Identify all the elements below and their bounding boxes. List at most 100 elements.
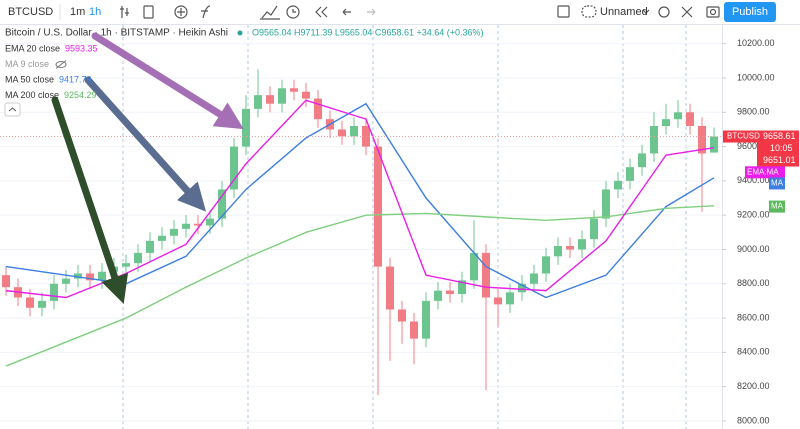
status-dot — [237, 30, 243, 36]
candle-body — [590, 218, 598, 240]
y-tick-label: 9400.00 — [737, 175, 770, 185]
candle-body — [638, 153, 646, 168]
candle-body — [182, 223, 190, 229]
snapshot-lens — [709, 8, 717, 16]
y-tick-label: 8000.00 — [737, 415, 770, 425]
last-price-symbol: BTCUSD — [727, 132, 760, 141]
layout-name[interactable]: Unnamed — [600, 6, 648, 18]
candle-body — [710, 136, 718, 153]
candle-body — [470, 252, 478, 281]
candle-body — [134, 252, 142, 264]
second-price-badge — [757, 154, 799, 167]
arrow — [51, 96, 129, 304]
add-plus — [177, 8, 185, 16]
interval-active[interactable]: 1h — [89, 6, 101, 18]
interval[interactable]: 1m — [70, 6, 85, 18]
countdown-badge — [757, 142, 799, 155]
candle-body — [254, 95, 262, 109]
candle-body — [338, 129, 346, 137]
y-tick-label: 8600.00 — [737, 312, 770, 322]
hidden-icon — [55, 61, 67, 68]
candle-body — [506, 292, 514, 305]
candle-body — [26, 297, 34, 308]
candle-body — [206, 218, 214, 226]
indicator-name: MA 50 close — [5, 74, 54, 84]
arrow — [91, 32, 244, 130]
last-price-value: 9658.61 — [763, 131, 796, 141]
candle-body — [146, 240, 154, 253]
countdown: 10:05 — [770, 143, 793, 153]
candle-body — [38, 300, 46, 308]
symbol[interactable]: BTCUSD — [8, 6, 53, 18]
y-tick-label: 9000.00 — [737, 244, 770, 254]
collapse-button[interactable] — [4, 102, 21, 117]
y-tick-label: 8800.00 — [737, 278, 770, 288]
candle-body — [686, 112, 694, 126]
line-badge — [769, 200, 785, 213]
candle-body — [374, 146, 382, 267]
indicators-icon[interactable] — [143, 5, 154, 19]
indicator-name: MA 9 close — [5, 59, 49, 69]
candle-body — [434, 290, 442, 301]
candle-body — [422, 300, 430, 339]
redo-icon[interactable] — [367, 8, 376, 16]
candle-body — [674, 112, 682, 120]
candle-body — [578, 239, 586, 250]
candle-body — [158, 235, 166, 241]
legend-title: Bitcoin / U.S. Dollar · 1h · BITSTAMP · … — [5, 28, 228, 39]
candle-body — [350, 126, 358, 137]
legend: Bitcoin / U.S. Dollar · 1h · BITSTAMP · … — [5, 27, 484, 38]
candles-icon[interactable] — [120, 6, 129, 18]
candle-body — [458, 280, 466, 295]
indicator-name: MA 200 close — [5, 90, 59, 100]
candle-body — [170, 228, 178, 236]
session-separators — [122, 25, 687, 429]
line-badge-label: EMA:MA — [747, 167, 779, 176]
candle-body — [266, 95, 274, 104]
indicator-value: 9254.29 — [64, 90, 97, 100]
fullscreen-icon[interactable] — [681, 6, 693, 18]
candle-body — [50, 283, 58, 301]
candle-body — [398, 309, 406, 322]
compare-icon[interactable] — [260, 5, 280, 20]
indicator-line — [5, 205, 715, 367]
layout-icon[interactable] — [557, 5, 570, 18]
candle-body — [494, 297, 502, 305]
line-badge — [769, 177, 785, 190]
settings-icon[interactable] — [658, 6, 670, 18]
candle-body — [542, 256, 550, 274]
candle-body — [62, 278, 70, 284]
candle-body — [230, 146, 238, 190]
candle-body — [86, 273, 94, 281]
candle-body — [446, 290, 454, 295]
candle-body — [602, 189, 610, 219]
y-tick-label: 9200.00 — [737, 210, 770, 220]
y-tick-label: 9600.00 — [737, 141, 770, 151]
candle-body — [482, 252, 490, 298]
line-badge-label: MA — [771, 179, 784, 188]
indicator-value: 9593.35 — [65, 43, 98, 53]
candle-body — [626, 167, 634, 181]
alert-hands — [292, 9, 296, 13]
line-badge-label: MA — [771, 202, 784, 211]
snapshot-icon[interactable] — [706, 6, 720, 18]
candle-body — [74, 273, 82, 279]
candle-body — [2, 275, 10, 288]
candle-body — [122, 263, 130, 267]
candle-body — [218, 189, 226, 219]
candle-body — [314, 98, 322, 120]
cloud-icon[interactable] — [581, 5, 597, 18]
candle-body — [302, 91, 310, 99]
publish-button[interactable] — [724, 2, 776, 22]
fx-icon[interactable] — [201, 5, 211, 19]
add-icon[interactable] — [174, 5, 188, 19]
dropdown[interactable] — [642, 9, 650, 14]
publish-label[interactable]: Publish — [732, 6, 768, 18]
toolbar: BTCUSD 1m 1h Unnamed Publish — [0, 2, 800, 25]
alert-icon[interactable] — [286, 5, 300, 19]
replay-icon[interactable] — [315, 6, 328, 18]
candle-body — [386, 266, 394, 310]
candle-body — [518, 283, 526, 293]
undo-icon[interactable] — [342, 8, 351, 16]
